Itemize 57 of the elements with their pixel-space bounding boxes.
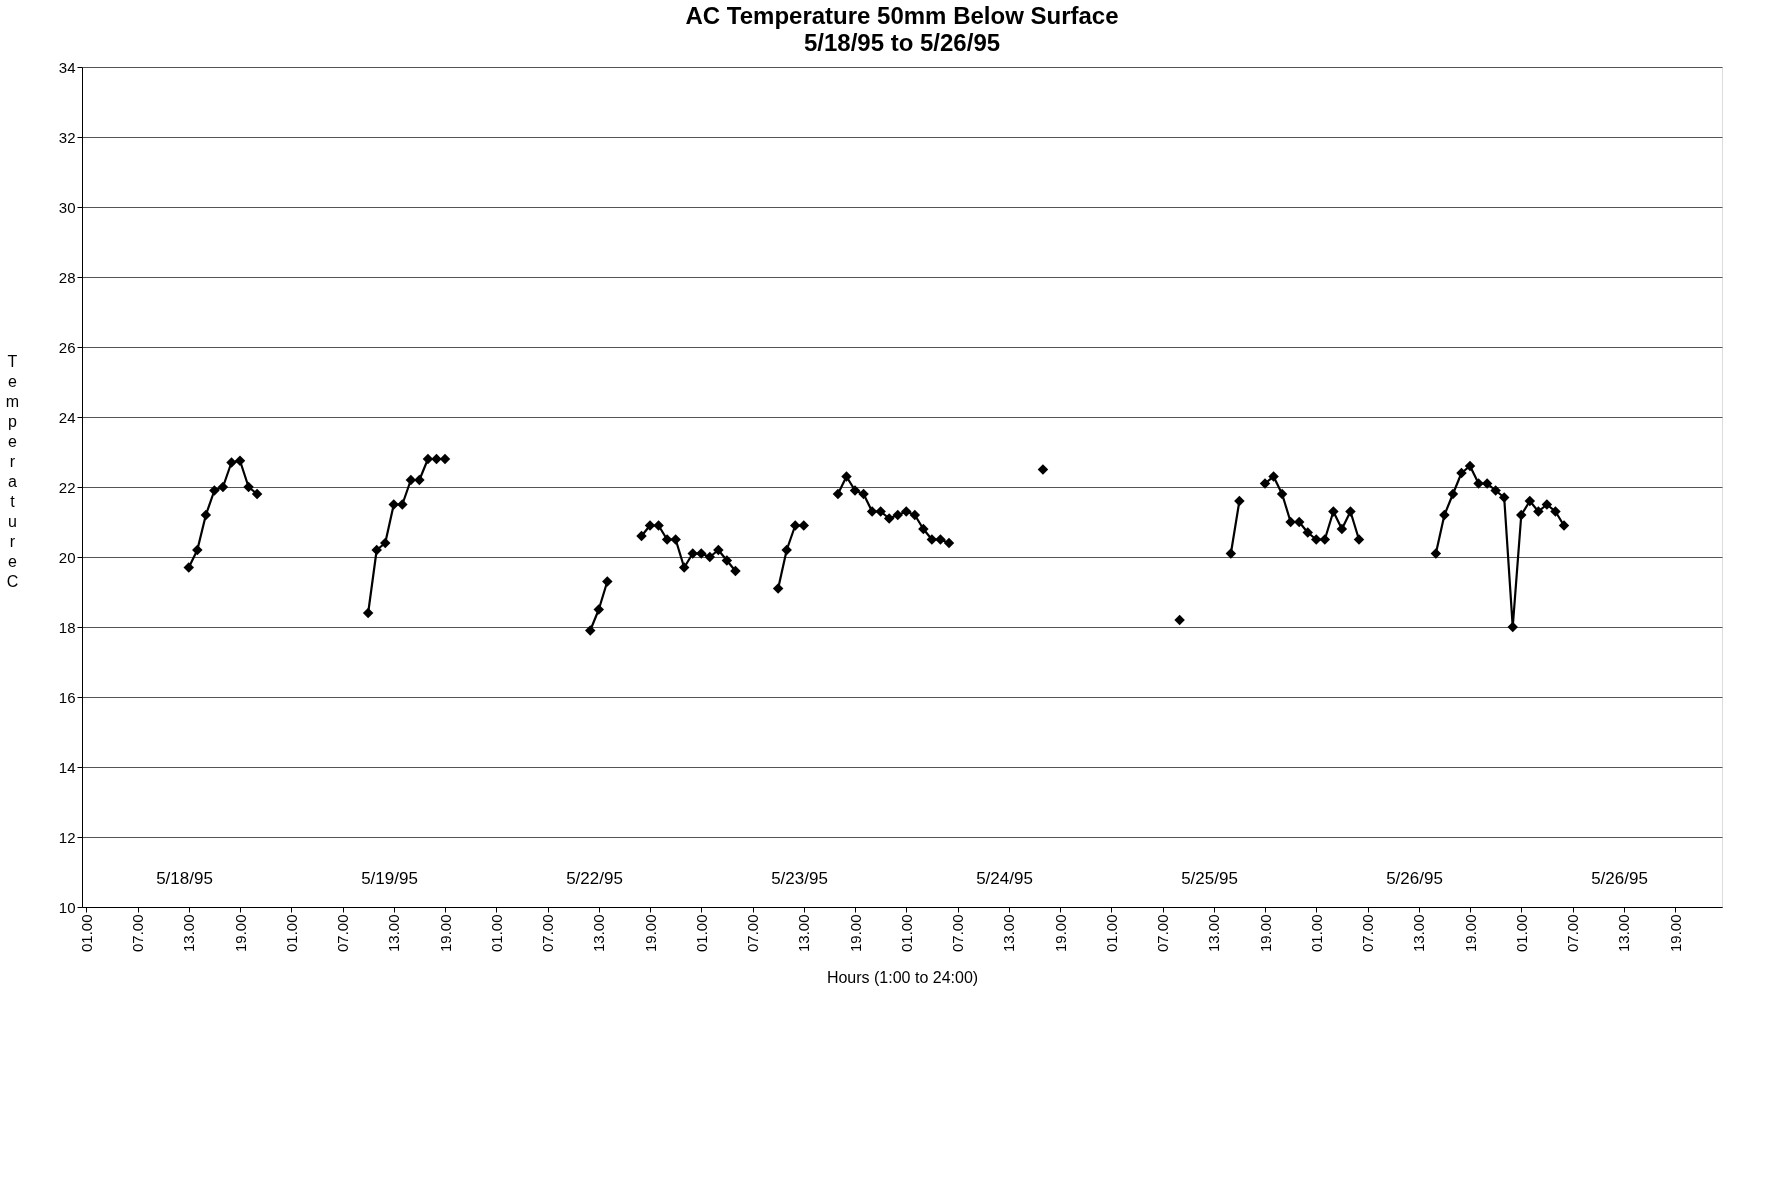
x-tick-label: 19.00 [1051, 914, 1069, 953]
x-tick-label: 07.00 [129, 914, 147, 953]
x-tick-label: 07.00 [1564, 914, 1582, 953]
y-tick-label: 34 [58, 58, 76, 76]
annotation: 5/25/95 [1181, 869, 1238, 888]
x-tick-label: 13.00 [1615, 914, 1633, 953]
y-tick-label: 20 [58, 548, 76, 566]
x-tick-label: 13.00 [180, 914, 198, 953]
x-tick-label: 13.00 [590, 914, 608, 953]
y-tick-label: 18 [58, 618, 76, 636]
x-tick-label: 07.00 [539, 914, 557, 953]
x-tick-label: 01.00 [282, 914, 300, 953]
annotation: 5/19/95 [361, 869, 418, 888]
x-tick-label: 07.00 [1359, 914, 1377, 953]
annotation: 5/26/95 [1591, 869, 1648, 888]
x-tick-label: 13.00 [1410, 914, 1428, 953]
x-tick-label: 07.00 [334, 914, 352, 953]
y-tick-label: 22 [58, 478, 76, 496]
x-tick-label: 01.00 [77, 914, 95, 953]
x-tick-label: 19.00 [641, 914, 659, 953]
annotation: 5/24/95 [976, 869, 1033, 888]
x-tick-label: 19.00 [846, 914, 864, 953]
x-tick-label: 07.00 [949, 914, 967, 953]
x-axis-title: Hours (1:00 to 24:00) [826, 969, 979, 987]
annotation: 5/18/95 [156, 869, 213, 888]
y-tick-label: 14 [58, 758, 76, 776]
y-tick-label: 26 [58, 338, 76, 356]
y-tick-label: 12 [58, 828, 76, 846]
y-tick-label: 28 [58, 268, 76, 286]
y-tick-label: 32 [58, 128, 76, 146]
x-tick-label: 19.00 [1666, 914, 1684, 953]
x-tick-label: 19.00 [1461, 914, 1479, 953]
x-tick-label: 07.00 [744, 914, 762, 953]
annotation: 5/26/95 [1386, 869, 1443, 888]
y-tick-label: 16 [58, 688, 76, 706]
annotation: 5/22/95 [566, 869, 623, 888]
x-tick-label: 01.00 [692, 914, 710, 953]
x-tick-label: 19.00 [436, 914, 454, 953]
x-tick-label: 01.00 [1307, 914, 1325, 953]
x-tick-label: 01.00 [487, 914, 505, 953]
x-tick-label: 19.00 [1256, 914, 1274, 953]
chart-title: AC Temperature 50mm Below Surface [685, 2, 1119, 29]
y-tick-label: 24 [58, 408, 76, 426]
annotation: 5/23/95 [771, 869, 828, 888]
x-tick-label: 01.00 [1102, 914, 1120, 953]
x-tick-label: 19.00 [231, 914, 249, 953]
x-tick-label: 01.00 [897, 914, 915, 953]
x-tick-label: 07.00 [1154, 914, 1172, 953]
y-tick-label: 10 [58, 898, 76, 916]
text: Temperature C [5, 352, 20, 590]
chart-subtitle: 5/18/95 to 5/26/95 [803, 29, 1001, 56]
x-tick-label: 13.00 [1205, 914, 1223, 953]
y-tick-label: 30 [58, 198, 76, 216]
x-tick-label: 13.00 [385, 914, 403, 953]
x-tick-label: 13.00 [795, 914, 813, 953]
x-tick-label: 01.00 [1512, 914, 1530, 953]
x-tick-label: 13.00 [1000, 914, 1018, 953]
